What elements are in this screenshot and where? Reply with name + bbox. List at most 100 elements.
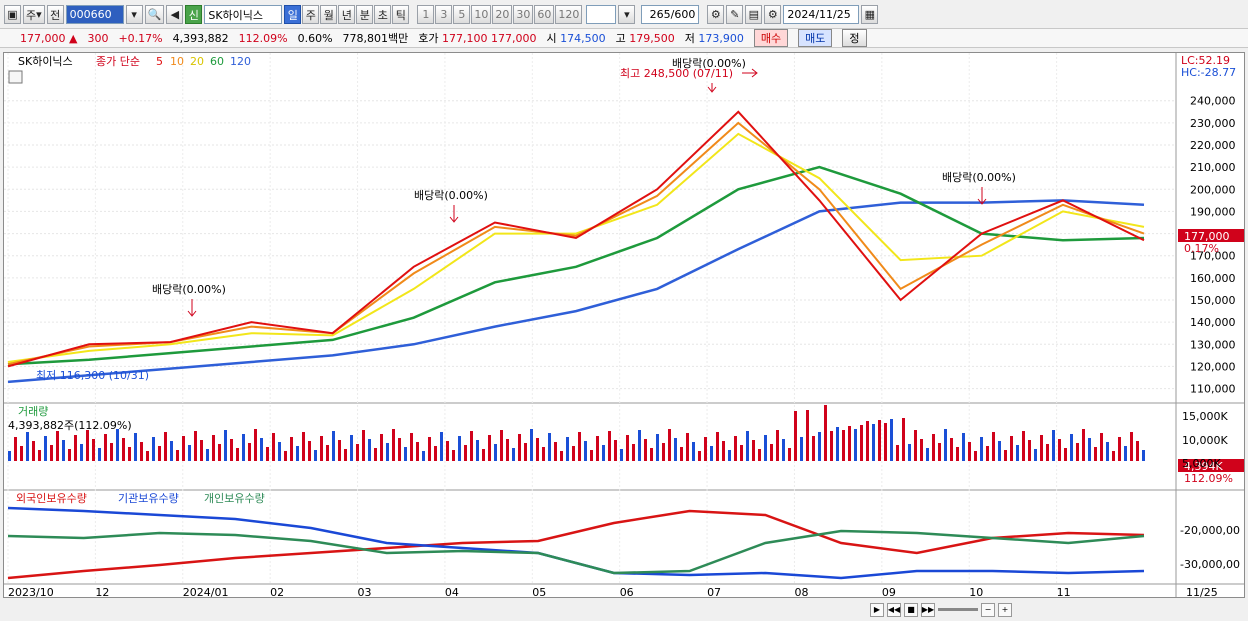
volume-bar-53 xyxy=(326,445,329,461)
calendar-icon[interactable]: ▦ xyxy=(861,5,879,24)
fast-forward-icon[interactable]: ▶▶ xyxy=(921,602,935,617)
date-field[interactable]: 2024/11/25 xyxy=(783,5,860,24)
search-icon[interactable]: 🔍 xyxy=(144,5,165,24)
interval-dropdown-icon[interactable]: ▾ xyxy=(618,5,636,24)
volume-bar-164 xyxy=(992,432,995,461)
period-tab-1[interactable]: 주 xyxy=(302,5,320,24)
period-tab-0[interactable]: 일 xyxy=(284,5,302,24)
prev-button[interactable]: 전 xyxy=(46,5,64,24)
volume-bar-49 xyxy=(302,432,305,461)
zoom-slider[interactable] xyxy=(938,608,978,611)
volume-bar-113 xyxy=(686,433,689,461)
low-label: 저 xyxy=(684,32,695,45)
volume-bar-140 xyxy=(848,426,851,461)
period-tab-3[interactable]: 년 xyxy=(338,5,356,24)
volume-bar-166 xyxy=(1004,450,1007,461)
volume-bar-160 xyxy=(968,442,971,461)
gear-icon[interactable]: ⚙ xyxy=(764,5,782,24)
bid-label: 호가 xyxy=(418,32,439,45)
interval-button-1[interactable]: 1 xyxy=(417,5,435,24)
ma-line-10 xyxy=(7,121,1145,366)
volume-bar-82 xyxy=(500,430,503,461)
market-selector[interactable]: 주 ▾ xyxy=(23,5,45,24)
volume-bar-7 xyxy=(50,445,53,461)
buy-button[interactable]: 매수 xyxy=(753,29,789,47)
period-tab-6[interactable]: 틱 xyxy=(392,5,410,24)
volume-pct-tag: 112.09% xyxy=(1184,472,1233,485)
volume-bar-18 xyxy=(116,429,119,461)
scroll-right-icon[interactable]: ▶ xyxy=(870,602,884,617)
save-icon[interactable]: ▤ xyxy=(745,5,763,24)
volume-bar-28 xyxy=(176,450,179,461)
volume-bar-110 xyxy=(668,429,671,461)
tools-icon[interactable]: ✎ xyxy=(726,5,744,24)
volume-bar-33 xyxy=(206,449,209,461)
moving-average-lines xyxy=(7,110,1145,384)
legend-ma-label: 종가 단순 xyxy=(96,55,140,68)
period-tab-4[interactable]: 분 xyxy=(356,5,374,24)
volume-bar-128 xyxy=(776,430,779,461)
volume-bar-98 xyxy=(596,436,599,461)
sell-button[interactable]: 매도 xyxy=(798,29,833,47)
rewind-icon[interactable]: ◀◀ xyxy=(887,602,901,617)
volume-bar-74 xyxy=(452,450,455,461)
y-tick-110000: 110,000 xyxy=(1190,383,1236,396)
stock-code-input[interactable]: 000660 xyxy=(65,5,124,24)
max-price-arrow xyxy=(742,68,758,78)
legend-individual: 개인보유수량 xyxy=(204,492,265,505)
calculator-icon[interactable] xyxy=(8,70,23,84)
ma-line-20 xyxy=(7,132,1145,363)
interval-custom-input[interactable] xyxy=(586,5,617,24)
volume-bar-14 xyxy=(92,439,95,461)
volume-value: 4,393,882 xyxy=(172,31,229,45)
volume-bar-81 xyxy=(494,444,497,461)
volume-bar-178 xyxy=(1076,443,1079,461)
volume-bar-183 xyxy=(1106,442,1109,461)
dividend-arrow-1 xyxy=(187,299,197,317)
interval-button-120[interactable]: 120 xyxy=(555,5,583,24)
correction-button[interactable]: 정 xyxy=(842,29,867,47)
volume-bar-133 xyxy=(806,410,809,461)
volume-summary: 4,393,882주(112.09%) xyxy=(8,419,132,432)
volume-bar-16 xyxy=(104,434,107,461)
holdings-tick-20m: -20,000,00 xyxy=(1180,524,1240,537)
volume-bar-50 xyxy=(308,441,311,461)
high-label: 고 xyxy=(615,32,626,45)
chart-canvas[interactable]: 110,000 120,000 130,000 140,000 150,000 160,0… xyxy=(4,53,1244,599)
volume-bar-112 xyxy=(680,447,683,461)
interval-button-60[interactable]: 60 xyxy=(534,5,555,24)
volume-bar-91 xyxy=(554,442,557,461)
ma-line-5 xyxy=(7,110,1145,368)
volume-bar-67 xyxy=(410,433,413,461)
volume-ratio: 112.09% xyxy=(238,31,288,45)
code-dropdown-icon[interactable]: ▾ xyxy=(125,5,143,24)
interval-button-3[interactable]: 3 xyxy=(435,5,453,24)
volume-bar-59 xyxy=(362,430,365,461)
stop-icon[interactable]: ■ xyxy=(904,602,918,617)
view-count-field[interactable]: 265/600 xyxy=(641,5,700,24)
volume-bar-121 xyxy=(734,436,737,461)
chart-menu-icon[interactable]: ▣ xyxy=(4,5,21,24)
volume-bar-102 xyxy=(620,449,623,461)
volume-bar-150 xyxy=(908,444,911,461)
volume-bar-115 xyxy=(698,451,701,461)
indicator-icon[interactable]: ⚙ xyxy=(707,5,725,24)
volume-bar-47 xyxy=(290,437,293,461)
interval-button-10[interactable]: 10 xyxy=(471,5,492,24)
axis-labels: 110,000 120,000 130,000 140,000 150,000 160,0… xyxy=(8,95,1236,599)
volume-bar-52 xyxy=(320,436,323,461)
volume-tick-10000k: 10,000K xyxy=(1182,434,1228,447)
volume-bar-172 xyxy=(1040,435,1043,461)
zoom-out-icon[interactable]: − xyxy=(981,602,995,617)
interval-button-30[interactable]: 30 xyxy=(513,5,534,24)
interval-button-20[interactable]: 20 xyxy=(492,5,513,24)
new-badge[interactable]: 신 xyxy=(185,5,203,24)
period-tab-5[interactable]: 초 xyxy=(374,5,392,24)
zoom-in-icon[interactable]: + xyxy=(998,602,1012,617)
chart-area[interactable]: 110,000 120,000 130,000 140,000 150,000 160,0… xyxy=(3,52,1245,599)
interval-button-5[interactable]: 5 xyxy=(453,5,471,24)
speaker-icon[interactable]: ◀ xyxy=(166,5,184,24)
period-tab-2[interactable]: 월 xyxy=(320,5,338,24)
volume-bar-48 xyxy=(296,446,299,461)
